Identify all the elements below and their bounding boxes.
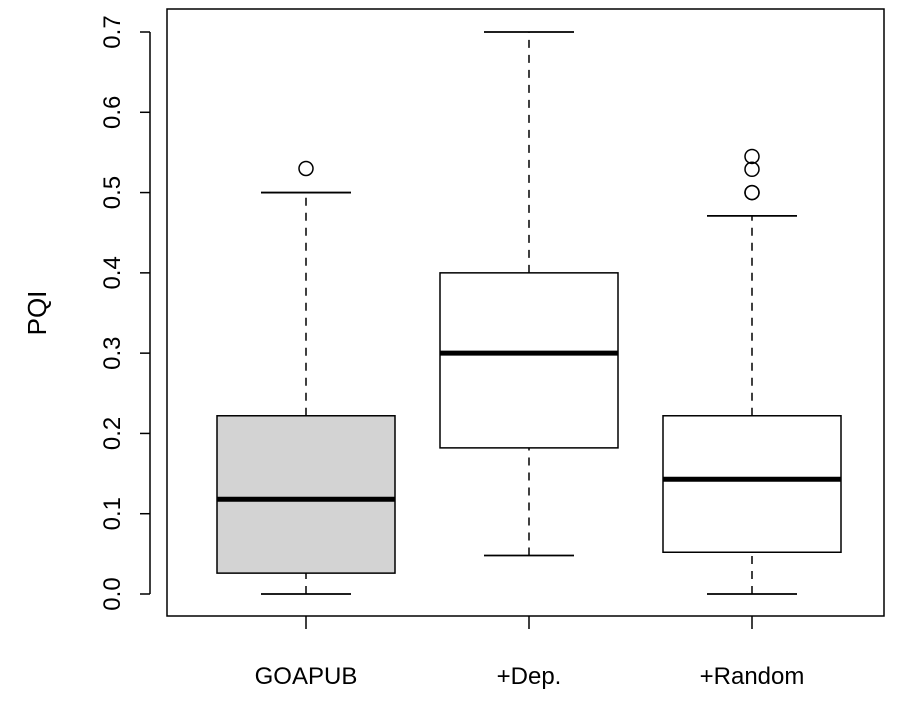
y-tick-label: 0.2 — [99, 417, 126, 450]
x-tick-label: +Random — [700, 663, 805, 690]
boxes-layer — [216, 31, 842, 595]
box-random — [662, 148, 842, 595]
y-tick-label: 0.4 — [99, 256, 126, 289]
y-tick-label: 0.6 — [99, 96, 126, 129]
y-tick-label: 0.3 — [99, 336, 126, 369]
x-tick-label: +Dep. — [497, 663, 562, 690]
iqr-box — [439, 272, 619, 449]
iqr-box — [662, 415, 842, 554]
outlier-point — [744, 184, 760, 201]
iqr-box — [216, 415, 396, 574]
y-axis-title: PQI — [22, 291, 52, 336]
y-tick-label: 0.1 — [99, 497, 126, 530]
x-axis: GOAPUB +Dep. +Random — [255, 616, 805, 690]
box-goapub — [216, 160, 396, 595]
x-tick-label: GOAPUB — [255, 663, 358, 690]
y-tick-label: 0.7 — [99, 15, 126, 48]
outlier-point — [744, 148, 760, 165]
outlier-point — [744, 161, 760, 178]
y-tick-label: 0.0 — [99, 577, 126, 610]
plot-frame — [166, 8, 885, 617]
box-dep — [439, 31, 619, 557]
y-axis: 0.0 0.1 0.2 0.3 0.4 0.5 0.6 0.7 — [99, 15, 151, 611]
outlier-point — [298, 160, 314, 177]
y-tick-label: 0.5 — [99, 176, 126, 209]
